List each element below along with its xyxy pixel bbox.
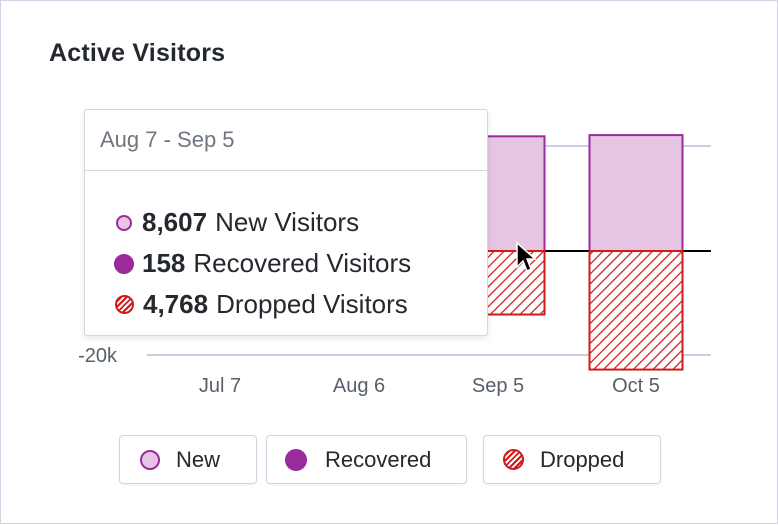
chart-tooltip: Aug 7 - Sep 5 8,607 New Visitors 158 Rec…	[84, 109, 488, 336]
tooltip-new-value: 8,607	[142, 207, 208, 237]
tooltip-row-new: 8,607 New Visitors	[116, 202, 487, 243]
tooltip-date-range: Aug 7 - Sep 5	[85, 110, 487, 171]
dropped-swatch-icon	[503, 449, 524, 470]
legend-item-recovered[interactable]: Recovered	[266, 435, 467, 484]
recovered-swatch-icon	[285, 448, 307, 471]
x-tick-label: Aug 6	[333, 375, 385, 397]
bar-dropped	[588, 250, 684, 371]
legend-label-new: New	[176, 446, 221, 472]
legend-label-recovered: Recovered	[325, 446, 432, 472]
mouse-pointer-icon	[516, 241, 537, 273]
tooltip-new-label: New Visitors	[215, 207, 360, 237]
bar-new	[588, 134, 684, 252]
tooltip-recovered-label: Recovered Visitors	[193, 248, 412, 278]
tooltip-row-dropped: 4,768 Dropped Visitors	[115, 284, 487, 325]
new-swatch-icon	[116, 214, 132, 231]
tooltip-row-recovered: 158 Recovered Visitors	[114, 243, 487, 284]
x-tick-label: Jul 7	[199, 375, 241, 397]
y-tick-label: -20k	[78, 345, 118, 367]
legend-label-dropped: Dropped	[540, 446, 625, 472]
dropped-swatch-icon	[115, 295, 134, 314]
x-tick-label: Oct 5	[612, 375, 660, 397]
recovered-swatch-icon	[114, 253, 134, 274]
legend-item-new[interactable]: New	[119, 435, 257, 484]
tooltip-dropped-label: Dropped Visitors	[216, 289, 408, 319]
x-tick-label: Sep 5	[472, 375, 524, 397]
legend-item-dropped[interactable]: Dropped	[483, 435, 661, 484]
card-title: Active Visitors	[49, 39, 226, 67]
new-swatch-icon	[140, 449, 160, 470]
tooltip-recovered-value: 158	[142, 248, 186, 278]
tooltip-dropped-value: 4,768	[143, 289, 209, 319]
